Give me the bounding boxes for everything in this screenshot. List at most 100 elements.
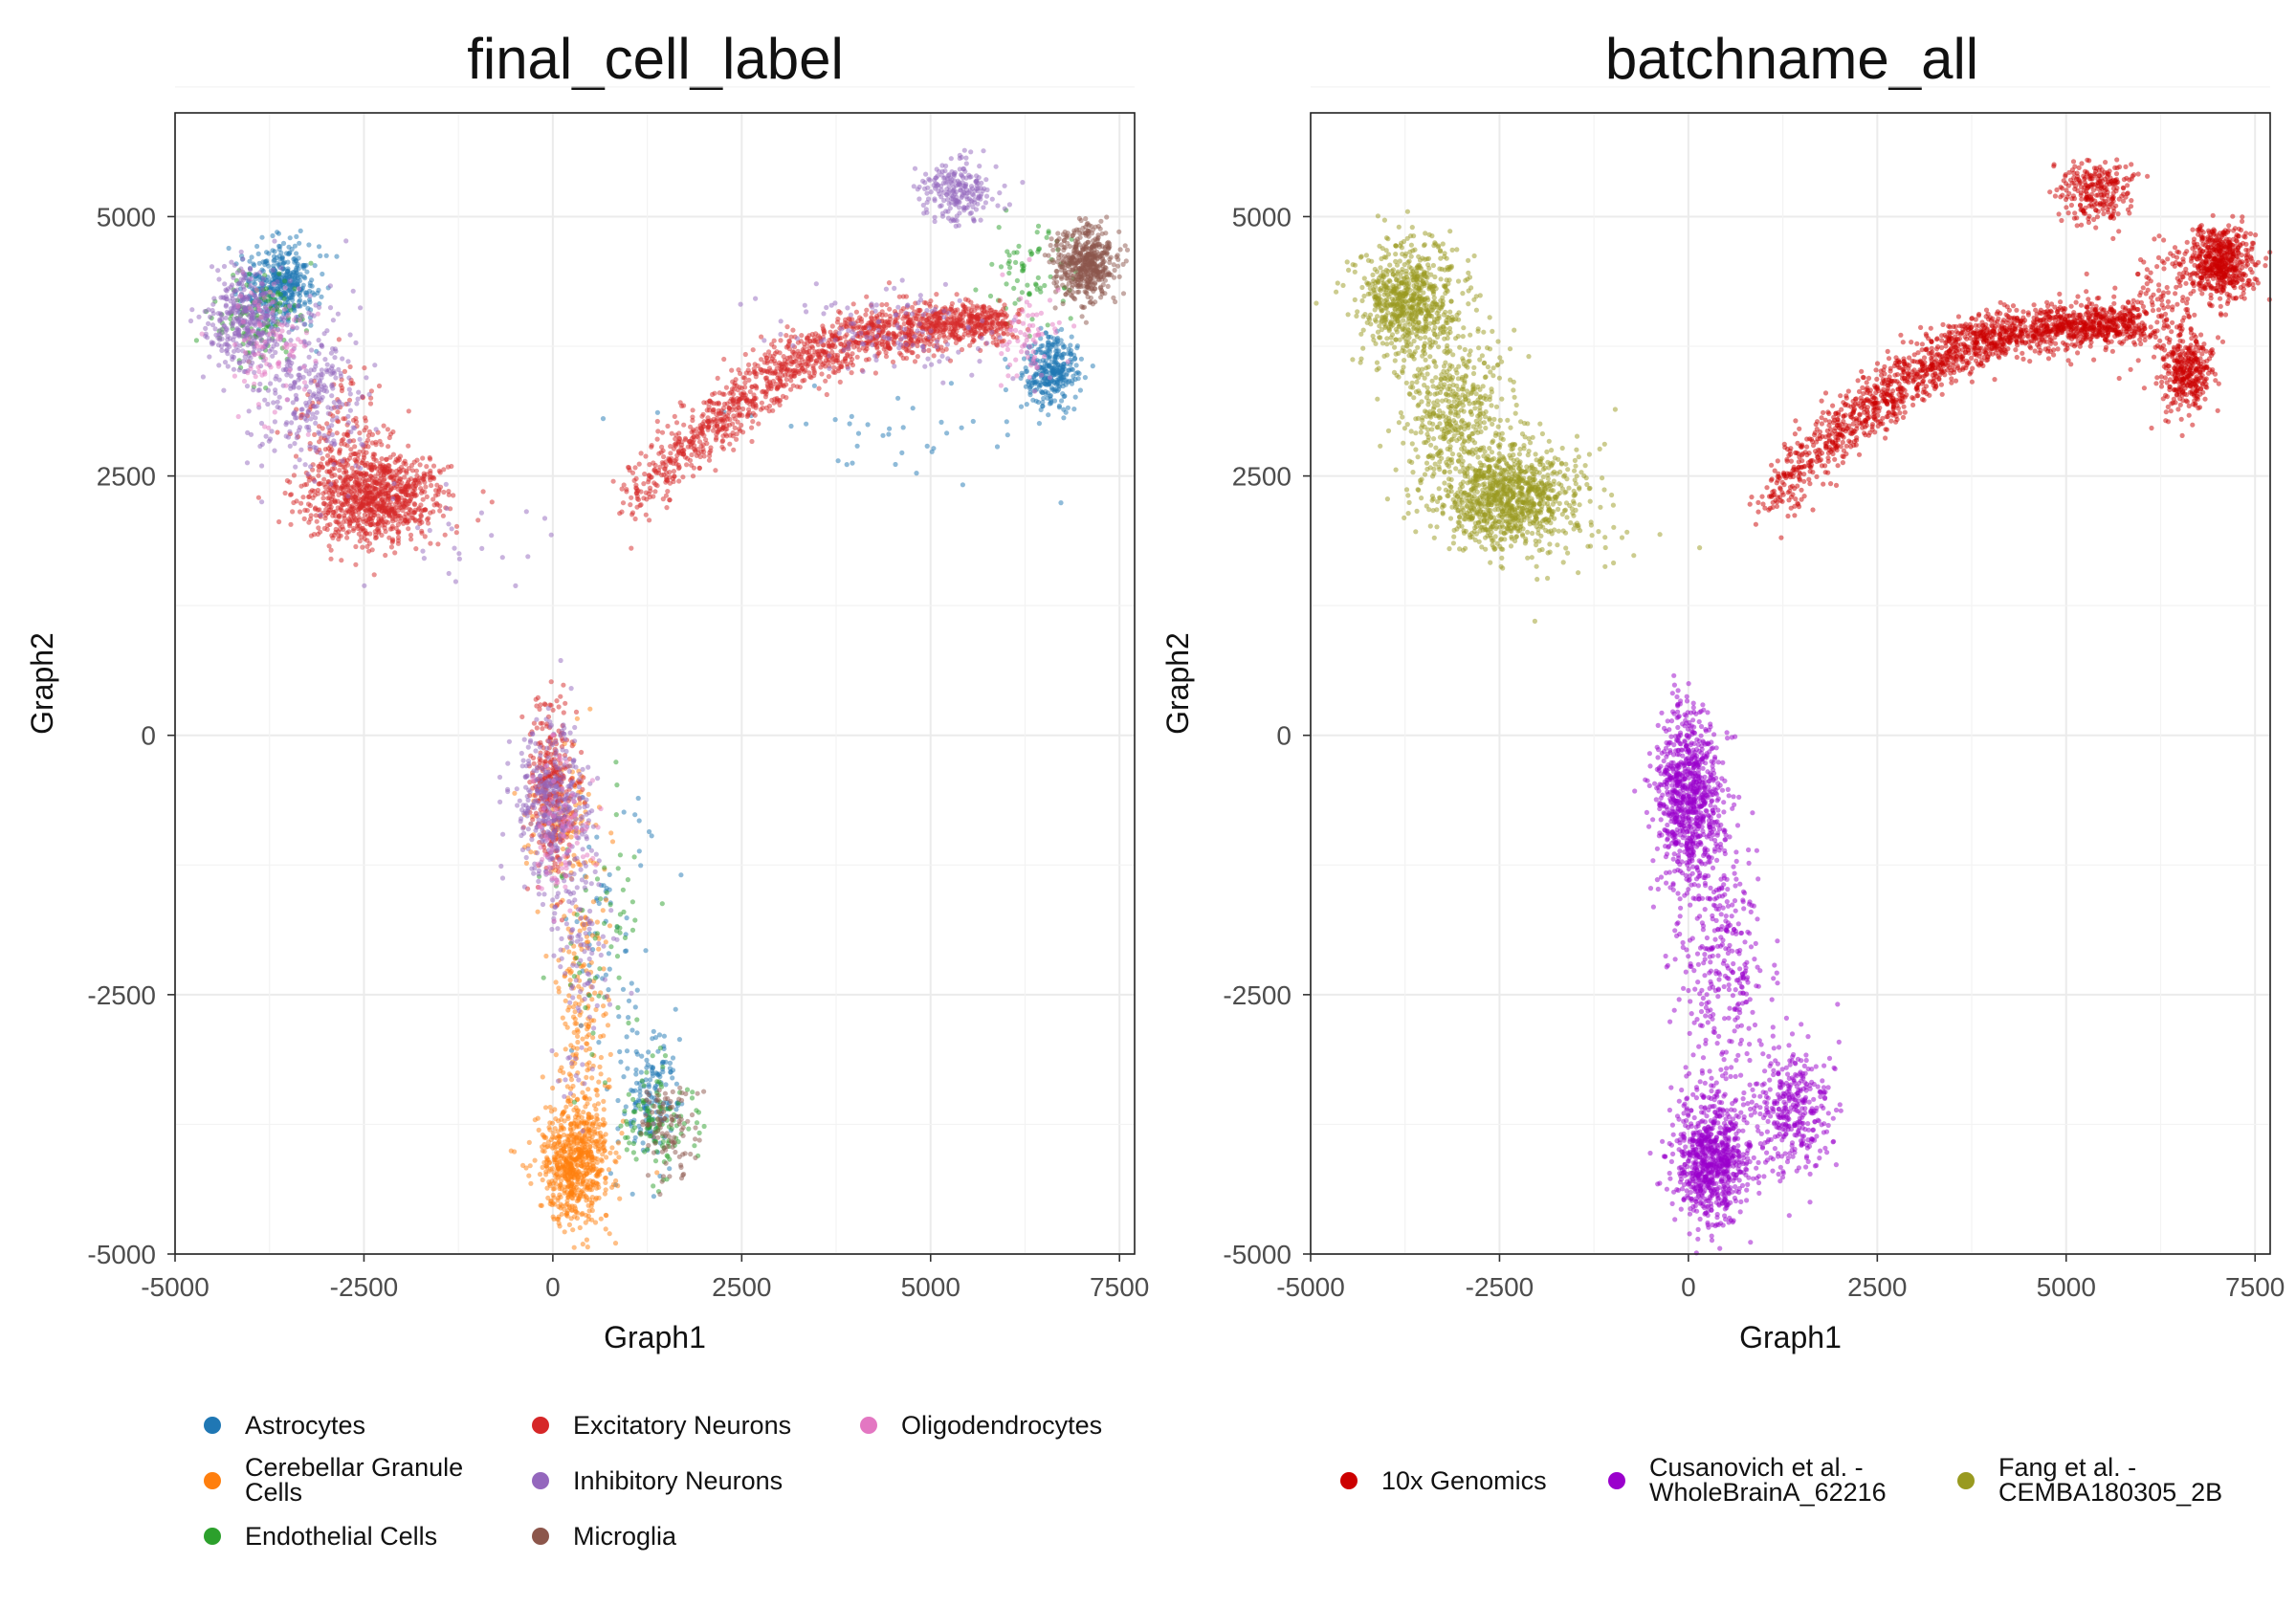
data-point — [337, 468, 342, 473]
data-point — [326, 543, 332, 549]
data-point — [676, 478, 682, 484]
data-point — [603, 972, 609, 978]
data-point — [612, 1158, 618, 1164]
data-point — [301, 274, 307, 279]
data-point — [353, 543, 359, 550]
data-point — [607, 902, 613, 908]
data-point — [1025, 282, 1030, 288]
data-point — [615, 1097, 621, 1104]
data-point — [348, 451, 354, 457]
data-point — [315, 487, 320, 494]
data-point — [1059, 326, 1065, 332]
data-point — [784, 333, 789, 339]
data-point — [938, 329, 943, 336]
data-point — [441, 467, 447, 473]
data-point — [568, 1086, 574, 1091]
data-point — [585, 1041, 590, 1046]
data-point — [1027, 249, 1033, 254]
data-point — [342, 465, 347, 471]
data-point — [887, 306, 893, 312]
data-point — [608, 830, 614, 836]
data-point — [1030, 397, 1036, 403]
data-point — [561, 1126, 567, 1132]
data-point — [634, 1051, 641, 1057]
data-point — [352, 494, 358, 499]
data-point — [600, 416, 607, 422]
data-point — [294, 270, 299, 275]
data-point — [1072, 377, 1078, 383]
data-point — [673, 1006, 678, 1012]
data-point — [591, 1103, 598, 1109]
data-point — [778, 338, 784, 343]
data-point — [660, 1138, 666, 1145]
data-point — [586, 993, 592, 999]
data-point — [1011, 285, 1017, 291]
data-point — [342, 470, 347, 475]
data-point — [651, 1194, 657, 1200]
data-point — [1035, 275, 1041, 280]
data-point — [616, 1155, 622, 1160]
data-point — [673, 420, 680, 426]
data-point — [1036, 421, 1042, 427]
data-point — [579, 1147, 585, 1153]
data-point — [903, 294, 910, 299]
data-point — [1063, 409, 1069, 415]
data-point — [339, 558, 344, 563]
data-point — [810, 365, 816, 371]
data-point — [1045, 322, 1050, 328]
data-point — [962, 297, 969, 302]
data-point — [585, 1087, 591, 1092]
data-point — [631, 854, 637, 860]
data-point — [602, 1138, 607, 1144]
data-point — [657, 1046, 664, 1051]
data-point — [255, 495, 261, 500]
data-point — [710, 391, 716, 397]
data-point — [556, 1216, 562, 1222]
data-point — [284, 477, 290, 484]
data-point — [701, 1123, 707, 1130]
data-point — [1038, 407, 1044, 412]
data-point — [508, 1148, 514, 1154]
data-point — [630, 1120, 636, 1126]
data-point — [430, 463, 437, 469]
data-point — [729, 407, 735, 413]
data-point — [813, 361, 819, 366]
data-point — [826, 374, 832, 380]
data-point — [636, 1097, 642, 1103]
data-point — [772, 350, 778, 357]
data-point — [381, 468, 386, 473]
data-point — [664, 505, 670, 511]
data-point — [535, 909, 541, 914]
data-point — [629, 927, 636, 934]
data-point — [864, 294, 870, 299]
data-point — [637, 502, 643, 509]
data-point — [298, 297, 303, 303]
data-point — [632, 516, 638, 522]
data-point — [994, 342, 1001, 348]
data-point — [287, 270, 293, 276]
data-point — [1027, 292, 1032, 297]
data-point — [279, 255, 285, 261]
data-point — [526, 1139, 532, 1145]
data-point — [694, 1120, 700, 1126]
data-point — [654, 436, 660, 442]
data-point — [615, 866, 621, 871]
data-point — [276, 231, 281, 236]
data-point — [285, 259, 291, 265]
data-point — [585, 1138, 592, 1145]
data-point — [308, 260, 314, 266]
data-point — [788, 423, 794, 429]
data-point — [954, 292, 960, 297]
data-point — [264, 258, 270, 264]
data-point — [296, 291, 301, 297]
data-point — [585, 1032, 592, 1038]
data-point — [414, 473, 420, 478]
data-point — [552, 1107, 558, 1112]
data-point — [809, 343, 815, 349]
data-point — [667, 456, 673, 462]
data-point — [527, 1163, 533, 1169]
data-point — [1058, 376, 1065, 382]
data-point — [737, 370, 743, 377]
data-point — [1045, 395, 1050, 401]
